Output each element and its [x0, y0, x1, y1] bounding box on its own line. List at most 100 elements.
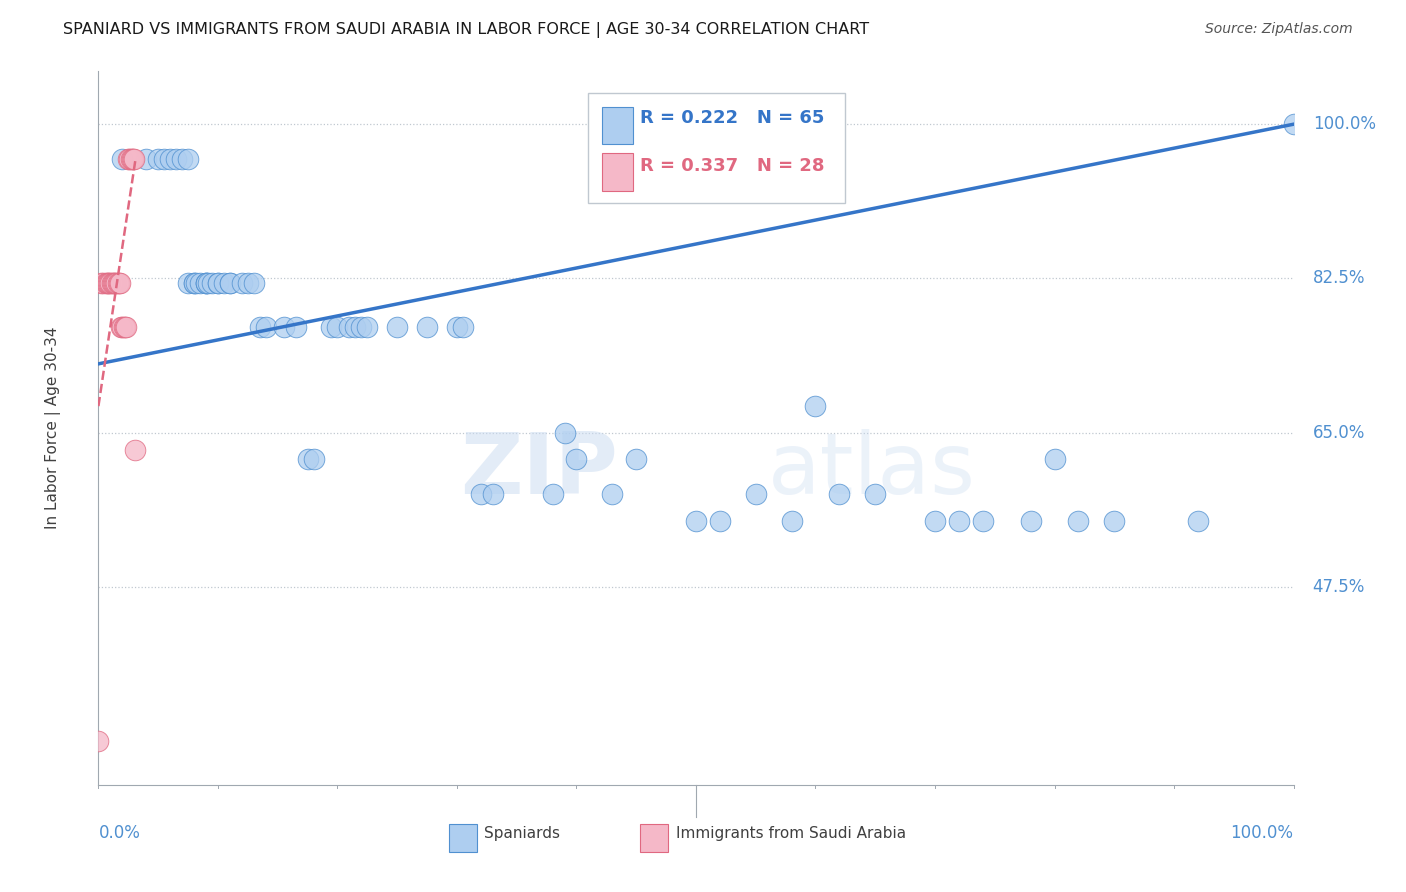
Point — [326, 319, 349, 334]
Point — [135, 153, 157, 167]
Point — [195, 276, 218, 290]
Point — [97, 276, 120, 290]
FancyBboxPatch shape — [602, 107, 633, 145]
Point — [565, 452, 588, 467]
Point — [124, 153, 146, 167]
Text: Immigrants from Saudi Arabia: Immigrants from Saudi Arabia — [676, 826, 905, 841]
Point — [177, 153, 200, 167]
Text: atlas: atlas — [768, 429, 976, 513]
Point — [195, 276, 218, 290]
Point — [1067, 514, 1090, 528]
Point — [1282, 117, 1305, 131]
Point — [865, 487, 887, 501]
Text: In Labor Force | Age 30-34: In Labor Force | Age 30-34 — [45, 326, 60, 530]
Point — [207, 276, 229, 290]
Point — [201, 276, 224, 290]
Point — [416, 319, 439, 334]
Point — [122, 153, 145, 167]
Point — [1019, 514, 1042, 528]
Point — [302, 452, 325, 467]
Point — [321, 319, 343, 334]
Text: 47.5%: 47.5% — [1313, 578, 1365, 596]
Text: 65.0%: 65.0% — [1313, 424, 1365, 442]
Point — [1043, 452, 1066, 467]
Point — [165, 153, 187, 167]
Point — [828, 487, 851, 501]
Point — [554, 425, 576, 440]
Text: R = 0.337   N = 28: R = 0.337 N = 28 — [640, 157, 824, 175]
Point — [90, 276, 112, 290]
Point — [1104, 514, 1126, 528]
Point — [446, 319, 468, 334]
FancyBboxPatch shape — [589, 93, 845, 203]
Point — [972, 514, 994, 528]
Point — [111, 319, 134, 334]
Point — [219, 276, 242, 290]
Point — [111, 153, 134, 167]
Point — [249, 319, 271, 334]
Point — [350, 319, 373, 334]
Text: 82.5%: 82.5% — [1313, 269, 1365, 287]
Point — [188, 276, 211, 290]
Text: 0.0%: 0.0% — [98, 824, 141, 842]
Point — [105, 276, 128, 290]
Point — [481, 487, 505, 501]
Text: SPANIARD VS IMMIGRANTS FROM SAUDI ARABIA IN LABOR FORCE | AGE 30-34 CORRELATION : SPANIARD VS IMMIGRANTS FROM SAUDI ARABIA… — [63, 22, 869, 38]
Point — [685, 514, 707, 528]
Point — [602, 487, 624, 501]
Point — [87, 734, 110, 748]
Point — [120, 153, 142, 167]
Point — [385, 319, 409, 334]
Text: Source: ZipAtlas.com: Source: ZipAtlas.com — [1205, 22, 1353, 37]
Point — [212, 276, 235, 290]
Point — [219, 276, 242, 290]
Point — [183, 276, 205, 290]
Point — [541, 487, 564, 501]
Point — [94, 276, 117, 290]
Point — [195, 276, 218, 290]
Point — [117, 153, 139, 167]
Point — [344, 319, 367, 334]
Point — [924, 514, 946, 528]
Point — [183, 276, 205, 290]
Point — [709, 514, 731, 528]
Point — [356, 319, 378, 334]
Point — [780, 514, 803, 528]
Point — [470, 487, 492, 501]
Point — [451, 319, 474, 334]
Point — [101, 276, 124, 290]
Point — [98, 276, 122, 290]
Point — [172, 153, 194, 167]
Text: 100.0%: 100.0% — [1230, 824, 1294, 842]
Point — [207, 276, 229, 290]
Point — [100, 276, 122, 290]
Point — [124, 443, 146, 458]
Point — [112, 319, 135, 334]
Point — [243, 276, 266, 290]
Point — [98, 276, 121, 290]
Point — [273, 319, 295, 334]
Text: 100.0%: 100.0% — [1313, 115, 1375, 133]
Point — [121, 153, 143, 167]
Point — [118, 153, 141, 167]
Point — [745, 487, 768, 501]
Text: Spaniards: Spaniards — [485, 826, 561, 841]
FancyBboxPatch shape — [449, 824, 477, 852]
Point — [186, 276, 208, 290]
Point — [110, 319, 132, 334]
Point — [108, 276, 131, 290]
Point — [254, 319, 277, 334]
Point — [103, 276, 125, 290]
Point — [626, 452, 648, 467]
Point — [177, 276, 200, 290]
Point — [197, 276, 219, 290]
Point — [114, 319, 136, 334]
Point — [339, 319, 361, 334]
Point — [107, 276, 129, 290]
Point — [148, 153, 170, 167]
Point — [804, 399, 827, 413]
Point — [153, 153, 176, 167]
Point — [231, 276, 253, 290]
FancyBboxPatch shape — [602, 153, 633, 191]
Point — [91, 276, 114, 290]
